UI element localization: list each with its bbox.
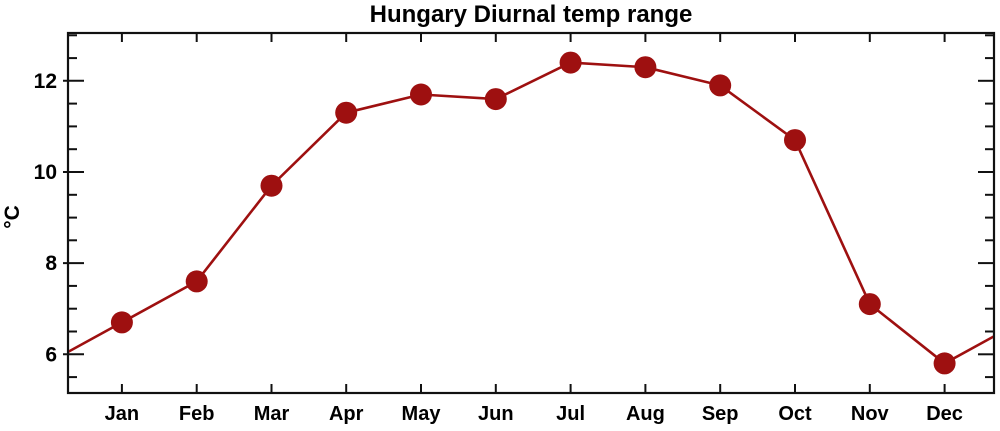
data-point (335, 101, 358, 124)
x-tick-label: Jul (556, 403, 585, 425)
data-point (709, 74, 732, 97)
x-tick-label: Aug (626, 403, 665, 425)
x-tick-label: May (402, 403, 442, 425)
data-point (784, 129, 806, 152)
x-tick-label: Sep (702, 403, 739, 425)
data-point (858, 293, 881, 316)
y-tick-label: 8 (45, 252, 57, 275)
chart-title: Hungary Diurnal temp range (369, 1, 693, 28)
x-tick-label: Feb (179, 403, 215, 425)
x-tick-label: Mar (254, 403, 290, 425)
data-point (484, 88, 507, 111)
y-tick-label: 12 (34, 70, 57, 93)
data-point (933, 352, 956, 375)
plot-frame (66, 31, 996, 395)
y-tick-label: 10 (34, 161, 57, 184)
x-tick-label: Apr (329, 403, 364, 425)
x-tick-label: Jun (478, 403, 514, 425)
data-point (110, 311, 133, 334)
x-tick-label: Dec (926, 403, 963, 425)
data-line (68, 61, 994, 365)
data-point (410, 83, 432, 106)
y-tick-label: 6 (45, 343, 57, 366)
x-tick-label: Nov (851, 403, 890, 425)
data-point (185, 270, 208, 293)
data-point (559, 51, 582, 74)
x-tick-label: Oct (778, 403, 812, 425)
data-point (634, 56, 657, 79)
x-tick-label: Jan (105, 403, 139, 425)
data-point (260, 174, 283, 197)
